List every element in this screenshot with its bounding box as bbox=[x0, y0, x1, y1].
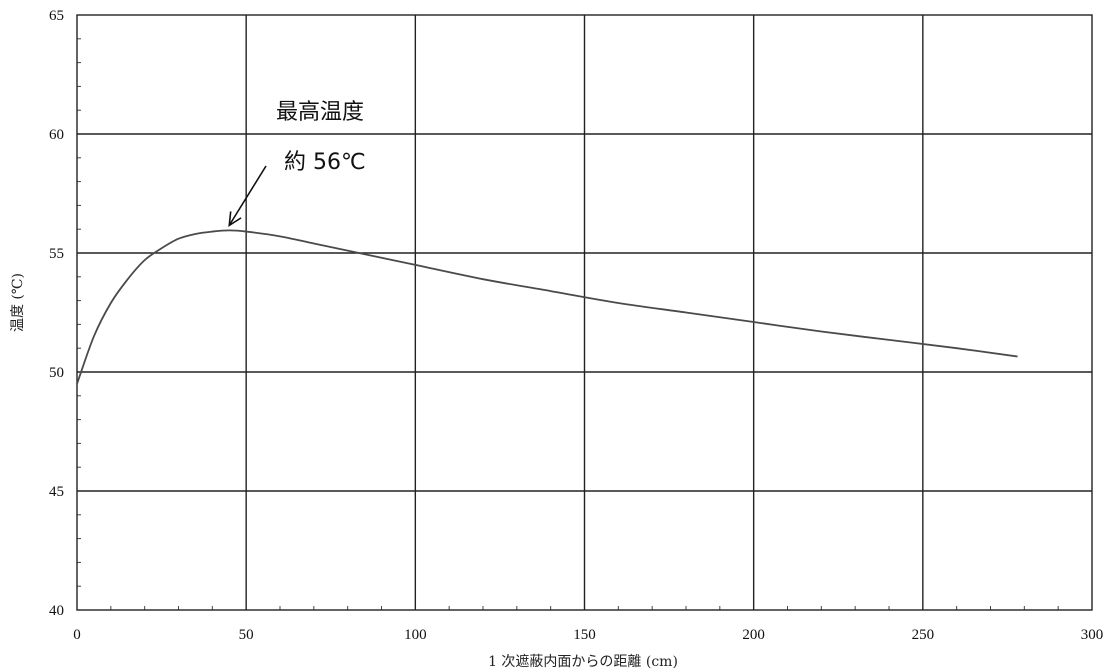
y-axis-title: 温度 (℃) bbox=[10, 273, 26, 332]
x-tick-label: 150 bbox=[573, 627, 596, 643]
temperature-series-line bbox=[76, 229, 1018, 385]
annotation-arrow-head bbox=[228, 211, 242, 227]
annotation-label-value: 約 56℃ bbox=[284, 150, 366, 175]
x-axis-tick-labels: 0 50 100 150 200 250 300 bbox=[73, 627, 1103, 643]
annotation-label-title: 最高温度 bbox=[276, 100, 364, 125]
x-tick-label: 300 bbox=[1081, 627, 1104, 643]
minor-ticks bbox=[77, 38, 1059, 610]
y-tick-label: 45 bbox=[49, 484, 64, 500]
plot-frame bbox=[76, 14, 1093, 611]
annotation-arrow-line bbox=[228, 165, 267, 226]
max-temp-annotation: 最高温度 約 56℃ bbox=[228, 100, 366, 227]
y-tick-label: 65 bbox=[49, 8, 64, 24]
x-tick-label: 50 bbox=[239, 627, 254, 643]
y-tick-label: 60 bbox=[49, 127, 64, 143]
grid-lines bbox=[77, 15, 1092, 610]
x-axis-title: 1 次遮蔽内面からの距離 (cm) bbox=[488, 653, 678, 670]
x-tick-label: 0 bbox=[73, 627, 81, 643]
x-tick-label: 100 bbox=[404, 627, 427, 643]
y-tick-label: 50 bbox=[49, 365, 64, 381]
x-tick-label: 200 bbox=[742, 627, 765, 643]
y-axis-tick-labels: 40 45 50 55 60 65 bbox=[49, 8, 64, 619]
y-tick-label: 40 bbox=[49, 603, 64, 619]
y-tick-label: 55 bbox=[49, 246, 64, 262]
x-tick-label: 250 bbox=[912, 627, 935, 643]
